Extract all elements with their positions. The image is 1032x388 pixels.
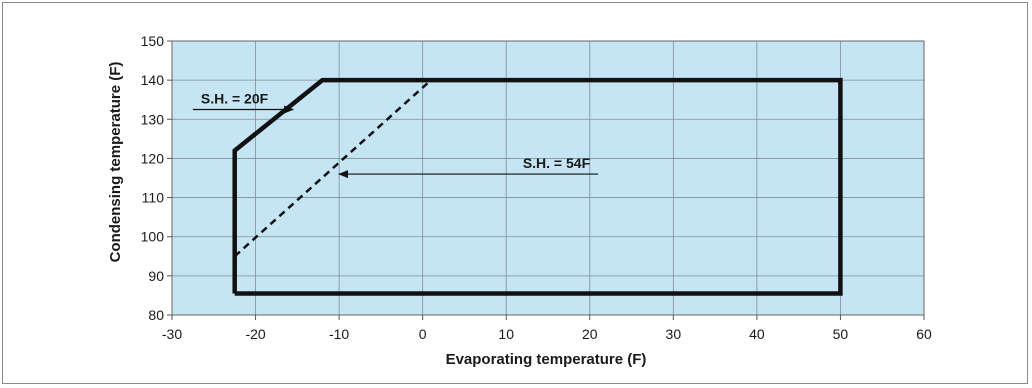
x-tick-label: 40 [749,326,765,342]
x-tick-label: 0 [419,326,427,342]
x-tick-label: -10 [329,326,349,342]
dashed-envelope-line [233,79,432,258]
y-tick-label: 150 [141,33,165,49]
envelope-boundary-line [232,77,843,296]
x-tick-label: 10 [498,326,514,342]
x-tick-label: 30 [666,326,682,342]
x-tick-label: 20 [582,326,598,342]
y-tick-label: 110 [142,190,165,206]
annotation-label: S.H. = 20F [201,91,269,107]
plot-area [172,41,924,315]
y-tick-label: 100 [141,229,165,245]
plot-border [171,40,925,316]
y-tick-label: 120 [141,150,165,166]
y-tick-label: 90 [148,268,164,284]
annotation-label: S.H. = 54F [523,155,591,171]
x-tick-label: -20 [245,326,265,342]
y-tick-label: 80 [148,307,164,323]
x-axis-label: Evaporating temperature (F) [446,351,647,368]
x-tick-label: -30 [162,326,182,342]
x-tick-label: 60 [916,326,932,342]
y-axis-label: Condensing temperature (F) [107,62,124,263]
x-tick-label: 50 [833,326,849,342]
y-tick-label: 140 [141,72,165,88]
y-tick-label: 130 [141,111,165,127]
